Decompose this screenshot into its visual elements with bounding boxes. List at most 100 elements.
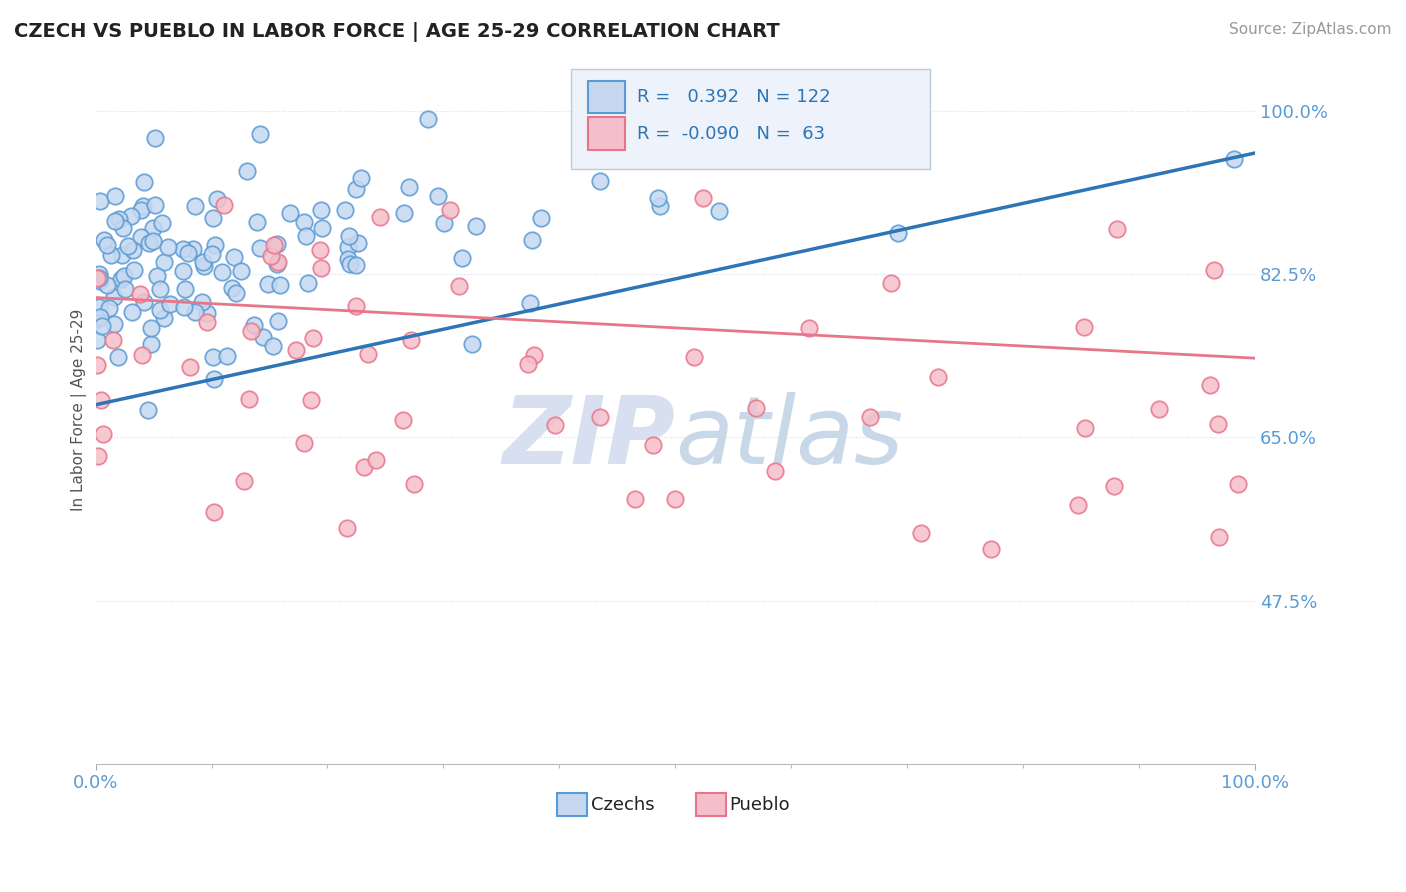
Point (89, 300, 111, 314)
Point (624, 491, 647, 506)
Point (103, 290, 125, 304)
Point (193, 259, 215, 273)
Point (710, 126, 733, 140)
FancyBboxPatch shape (588, 80, 626, 113)
Point (347, 235, 370, 250)
Point (589, 174, 612, 188)
FancyBboxPatch shape (557, 794, 588, 816)
Point (177, 246, 200, 260)
Point (1222, 152, 1244, 166)
Point (368, 211, 391, 225)
Point (927, 370, 949, 384)
Point (427, 189, 450, 203)
Point (132, 199, 155, 213)
Point (344, 258, 367, 272)
Point (150, 216, 173, 230)
Point (1208, 530, 1230, 544)
Point (172, 264, 194, 278)
Point (202, 371, 225, 385)
Point (278, 206, 301, 220)
Text: Pueblo: Pueblo (730, 796, 790, 814)
Point (392, 413, 415, 427)
Point (647, 191, 669, 205)
Point (184, 305, 207, 319)
Point (143, 131, 166, 145)
Point (692, 191, 714, 205)
Point (544, 418, 567, 433)
Point (111, 248, 134, 262)
Point (398, 179, 420, 194)
Point (183, 199, 205, 213)
Point (249, 241, 271, 255)
Text: Source: ZipAtlas.com: Source: ZipAtlas.com (1229, 22, 1392, 37)
Point (87, 271, 110, 285)
Point (353, 459, 375, 474)
Point (89, 310, 111, 325)
Point (449, 278, 471, 293)
Point (112, 268, 135, 283)
Point (683, 350, 706, 364)
Point (292, 436, 315, 450)
Point (201, 211, 224, 225)
Point (132, 294, 155, 309)
Point (339, 229, 361, 244)
Point (858, 410, 880, 425)
Point (139, 321, 162, 335)
Point (252, 330, 274, 344)
Point (311, 220, 333, 235)
Point (236, 163, 259, 178)
Point (96, 278, 118, 293)
Point (364, 452, 387, 467)
Point (104, 188, 127, 202)
Point (87, 449, 110, 463)
Point (641, 438, 664, 452)
Point (344, 299, 367, 313)
Point (129, 203, 152, 218)
Point (91, 319, 114, 334)
Point (523, 348, 546, 362)
FancyBboxPatch shape (588, 118, 626, 150)
Point (107, 350, 129, 364)
Point (246, 215, 269, 229)
Point (121, 305, 143, 319)
Point (799, 321, 821, 335)
Point (266, 236, 288, 251)
Point (205, 192, 228, 206)
Point (96, 237, 118, 252)
Point (519, 296, 541, 310)
Point (887, 226, 910, 240)
Point (1198, 377, 1220, 392)
Point (129, 230, 152, 244)
Point (517, 357, 540, 371)
Point (700, 153, 723, 167)
Point (211, 265, 233, 279)
Point (149, 303, 172, 318)
Point (297, 277, 319, 291)
Point (117, 239, 139, 253)
Point (292, 215, 315, 229)
Point (104, 214, 127, 228)
Point (143, 198, 166, 212)
Point (1104, 478, 1126, 492)
Point (149, 283, 172, 297)
Point (93, 233, 115, 247)
Point (309, 261, 332, 276)
Point (1227, 477, 1250, 491)
Point (451, 251, 474, 265)
Point (302, 331, 325, 345)
Point (86, 311, 108, 326)
Point (120, 209, 142, 223)
Point (263, 238, 285, 252)
Point (249, 127, 271, 141)
Point (284, 343, 307, 358)
Point (101, 333, 124, 347)
Point (256, 277, 278, 291)
Point (439, 203, 461, 218)
Point (142, 221, 165, 235)
Point (87, 267, 110, 281)
Point (529, 211, 551, 225)
Text: R =  -0.090   N =  63: R = -0.090 N = 63 (637, 125, 825, 143)
Y-axis label: In Labor Force | Age 25-29: In Labor Force | Age 25-29 (72, 309, 87, 510)
Point (402, 476, 425, 491)
Point (221, 280, 243, 294)
